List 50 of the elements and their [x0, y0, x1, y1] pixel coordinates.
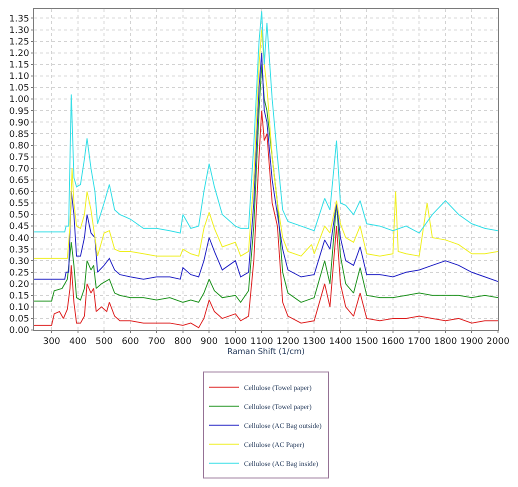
- x-axis-title: Raman Shift (1/cm): [227, 346, 305, 356]
- x-tick-label: 1500: [355, 336, 378, 347]
- y-tick-label: 0.40: [9, 234, 30, 244]
- x-tick-label: 1900: [460, 336, 484, 347]
- x-tick-label: 900: [200, 336, 218, 347]
- x-tick-label: 1600: [382, 336, 405, 347]
- x-tick-label: 1100: [250, 336, 274, 347]
- y-tick-label: 0.50: [9, 210, 30, 221]
- y-tick-label: 0.65: [9, 176, 30, 186]
- y-tick-label: 1.30: [9, 26, 30, 36]
- x-tick-label: 2000: [486, 336, 510, 347]
- y-tick-label: 0.75: [9, 152, 30, 163]
- y-tick-label: 0.20: [9, 280, 30, 290]
- y-tick-label: 1.15: [9, 60, 30, 71]
- y-tick-label: 0.30: [9, 256, 30, 267]
- x-tick-label: 1800: [434, 336, 458, 347]
- line-series: [34, 29, 498, 259]
- x-tick-label: 800: [174, 336, 192, 347]
- x-tick-label: 600: [122, 336, 140, 347]
- x-tick-label: 700: [148, 336, 166, 347]
- y-tick-label: 0.70: [9, 164, 30, 174]
- y-tick-label: 0.25: [9, 268, 30, 278]
- y-tick-label: 0.00: [9, 326, 30, 336]
- y-tick-label: 0.05: [9, 314, 30, 325]
- y-tick-label: 1.00: [9, 95, 30, 106]
- y-tick-label: 0.10: [9, 303, 30, 314]
- y-tick-label: 0.90: [9, 118, 30, 128]
- y-tick-label: 1.05: [9, 84, 30, 94]
- y-tick-label: 0.45: [9, 222, 30, 232]
- x-tick-label: 1700: [408, 336, 431, 347]
- x-tick-label: 500: [96, 336, 113, 347]
- y-tick-label: 0.15: [9, 292, 30, 302]
- x-tick-label: 1200: [276, 336, 300, 347]
- y-tick-label: 0.55: [9, 199, 30, 210]
- y-tick-label: 0.80: [9, 141, 30, 152]
- x-tick-label: 1000: [224, 336, 248, 347]
- x-tick-label: 400: [69, 336, 87, 347]
- x-tick-label: 1400: [328, 336, 352, 347]
- y-tick-label: 1.35: [9, 14, 30, 24]
- x-tick-label: 1300: [302, 336, 326, 347]
- y-tick-label: 1.20: [9, 49, 30, 60]
- x-tick-label: 300: [42, 336, 60, 347]
- y-tick-label: 0.95: [9, 106, 30, 117]
- y-tick-label: 0.35: [9, 245, 30, 256]
- y-tick-label: 0.60: [9, 188, 30, 198]
- y-tick-label: 1.25: [9, 37, 30, 48]
- y-tick-label: 1.10: [9, 72, 30, 82]
- line-series: [34, 110, 498, 328]
- y-tick-label: 0.85: [9, 130, 30, 140]
- line-series: [34, 10, 498, 234]
